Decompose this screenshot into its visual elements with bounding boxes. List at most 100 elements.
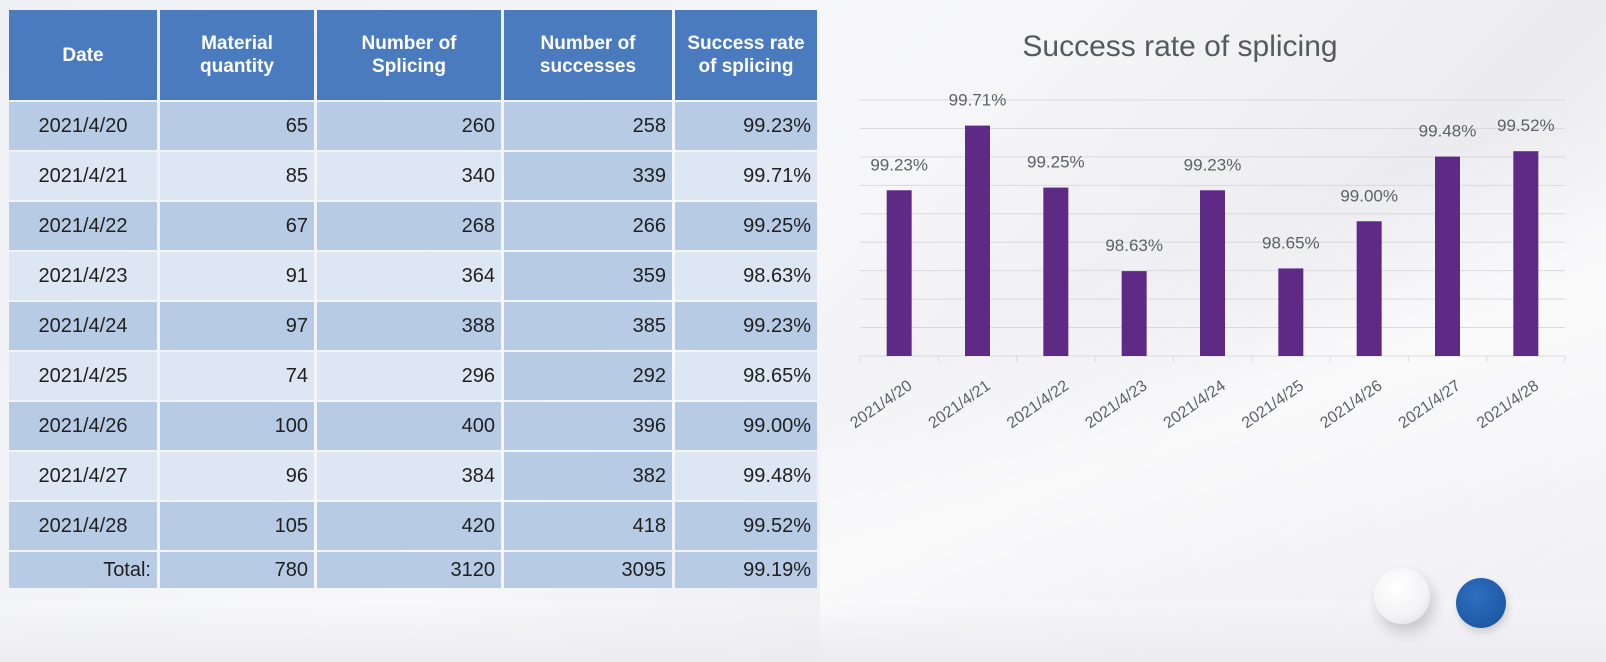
cell-number-of-successes: 266 — [504, 202, 672, 250]
table-row: 2021/4/22 67 268 266 99.25% — [9, 202, 817, 250]
table-row: 2021/4/25 74 296 292 98.65% — [9, 352, 817, 400]
header-material-quantity: Material quantity — [160, 10, 314, 100]
cell-number-of-successes: 418 — [504, 502, 672, 550]
table-row: 2021/4/26 100 400 396 99.00% — [9, 402, 817, 450]
x-tick-label: 2021/4/20 — [847, 377, 915, 432]
chart-x-tick-labels: 2021/4/20 2021/4/21 2021/4/22 2021/4/23 2021… — [847, 377, 1542, 432]
header-success-rate: Success rate of splicing — [675, 10, 817, 100]
cell-material-quantity: 105 — [160, 502, 314, 550]
decorative-white-circle — [1374, 568, 1430, 624]
cell-success-rate: 99.71% — [675, 152, 817, 200]
cell-number-of-splicing: 296 — [317, 352, 501, 400]
cell-date: 2021/4/21 — [9, 152, 157, 200]
bar-2021-4-23 — [1121, 271, 1147, 356]
cell-success-rate: 99.52% — [675, 502, 817, 550]
cell-success-rate: 98.65% — [675, 352, 817, 400]
bar-2021-4-28 — [1513, 151, 1539, 356]
bar-2021-4-25 — [1278, 268, 1304, 356]
cell-success-rate: 99.23% — [675, 302, 817, 350]
total-label: Total: — [9, 552, 157, 588]
x-tick-label: 2021/4/26 — [1317, 377, 1385, 432]
x-tick-label: 2021/4/25 — [1239, 377, 1307, 432]
cell-date: 2021/4/28 — [9, 502, 157, 550]
bar-2021-4-21 — [965, 125, 990, 356]
background-floor-shade — [0, 600, 1606, 662]
data-label: 98.63% — [1105, 236, 1163, 255]
x-tick-label: 2021/4/24 — [1161, 377, 1229, 432]
total-number-of-splicing: 3120 — [317, 552, 501, 588]
table-row: 2021/4/21 85 340 339 99.71% — [9, 152, 817, 200]
data-label: 98.65% — [1262, 233, 1320, 252]
success-rate-bar-chart: Success rate of splicing 99.23%99.71%99.… — [847, 30, 1566, 432]
cell-material-quantity: 91 — [160, 252, 314, 300]
cell-material-quantity: 97 — [160, 302, 314, 350]
x-tick-label: 2021/4/22 — [1004, 377, 1072, 432]
decorative-blue-circle — [1456, 578, 1506, 628]
cell-date: 2021/4/26 — [9, 402, 157, 450]
cell-number-of-splicing: 388 — [317, 302, 501, 350]
data-label: 99.52% — [1497, 116, 1555, 135]
cell-number-of-splicing: 260 — [317, 102, 501, 150]
table-row: 2021/4/28 105 420 418 99.52% — [9, 502, 817, 550]
total-number-of-successes: 3095 — [504, 552, 672, 588]
cell-date: 2021/4/20 — [9, 102, 157, 150]
x-tick-label: 2021/4/28 — [1474, 377, 1542, 432]
cell-date: 2021/4/25 — [9, 352, 157, 400]
cell-success-rate: 99.23% — [675, 102, 817, 150]
bar-2021-4-22 — [1043, 187, 1069, 356]
cell-success-rate: 99.48% — [675, 452, 817, 500]
cell-number-of-successes: 292 — [504, 352, 672, 400]
table-total-row: Total: 780 3120 3095 99.19% — [9, 552, 817, 588]
data-label: 99.25% — [1027, 153, 1085, 172]
cell-number-of-splicing: 400 — [317, 402, 501, 450]
cell-success-rate: 98.63% — [675, 252, 817, 300]
table-row: 2021/4/27 96 384 382 99.48% — [9, 452, 817, 500]
table-header-row: Date Material quantity Number of Splicin… — [9, 10, 817, 100]
table-row: 2021/4/24 97 388 385 99.23% — [9, 302, 817, 350]
table-row: 2021/4/20 65 260 258 99.23% — [9, 102, 817, 150]
cell-material-quantity: 100 — [160, 402, 314, 450]
cell-number-of-successes: 339 — [504, 152, 672, 200]
cell-material-quantity: 74 — [160, 352, 314, 400]
cell-material-quantity: 85 — [160, 152, 314, 200]
cell-number-of-successes: 382 — [504, 452, 672, 500]
data-label: 99.71% — [949, 91, 1007, 110]
chart-bars — [886, 125, 1539, 356]
cell-number-of-splicing: 364 — [317, 252, 501, 300]
bar-2021-4-26 — [1356, 221, 1382, 356]
x-tick-label: 2021/4/27 — [1396, 377, 1464, 432]
header-number-of-successes: Number of successes — [504, 10, 672, 100]
chart-data-labels: 99.23% 99.71% 99.25% 98.63% 99.23% 98.65% 99.0… — [870, 91, 1554, 256]
header-number-of-splicing: Number of Splicing — [317, 10, 501, 100]
cell-success-rate: 99.25% — [675, 202, 817, 250]
cell-number-of-splicing: 384 — [317, 452, 501, 500]
cell-success-rate: 99.00% — [675, 402, 817, 450]
cell-number-of-successes: 385 — [504, 302, 672, 350]
x-tick-label: 2021/4/23 — [1082, 377, 1150, 432]
x-tick-label: 2021/4/21 — [926, 377, 994, 432]
cell-date: 2021/4/22 — [9, 202, 157, 250]
data-label: 99.48% — [1419, 122, 1477, 141]
cell-number-of-successes: 359 — [504, 252, 672, 300]
total-success-rate: 99.19% — [675, 552, 817, 588]
cell-material-quantity: 67 — [160, 202, 314, 250]
splicing-data-table: Date Material quantity Number of Splicin… — [6, 8, 820, 590]
data-label: 99.23% — [870, 155, 928, 174]
bar-2021-4-27 — [1435, 156, 1460, 356]
cell-number-of-successes: 258 — [504, 102, 672, 150]
data-label: 99.00% — [1340, 186, 1398, 205]
cell-material-quantity: 65 — [160, 102, 314, 150]
table-row: 2021/4/23 91 364 359 98.63% — [9, 252, 817, 300]
cell-date: 2021/4/24 — [9, 302, 157, 350]
cell-date: 2021/4/23 — [9, 252, 157, 300]
cell-number-of-splicing: 268 — [317, 202, 501, 250]
cell-number-of-splicing: 340 — [317, 152, 501, 200]
header-date: Date — [9, 10, 157, 100]
data-label: 99.23% — [1184, 155, 1242, 174]
cell-number-of-successes: 396 — [504, 402, 672, 450]
chart-title: Success rate of splicing — [1022, 30, 1337, 63]
bar-2021-4-20 — [886, 190, 912, 356]
bar-2021-4-24 — [1200, 190, 1225, 356]
cell-material-quantity: 96 — [160, 452, 314, 500]
total-material-quantity: 780 — [160, 552, 314, 588]
